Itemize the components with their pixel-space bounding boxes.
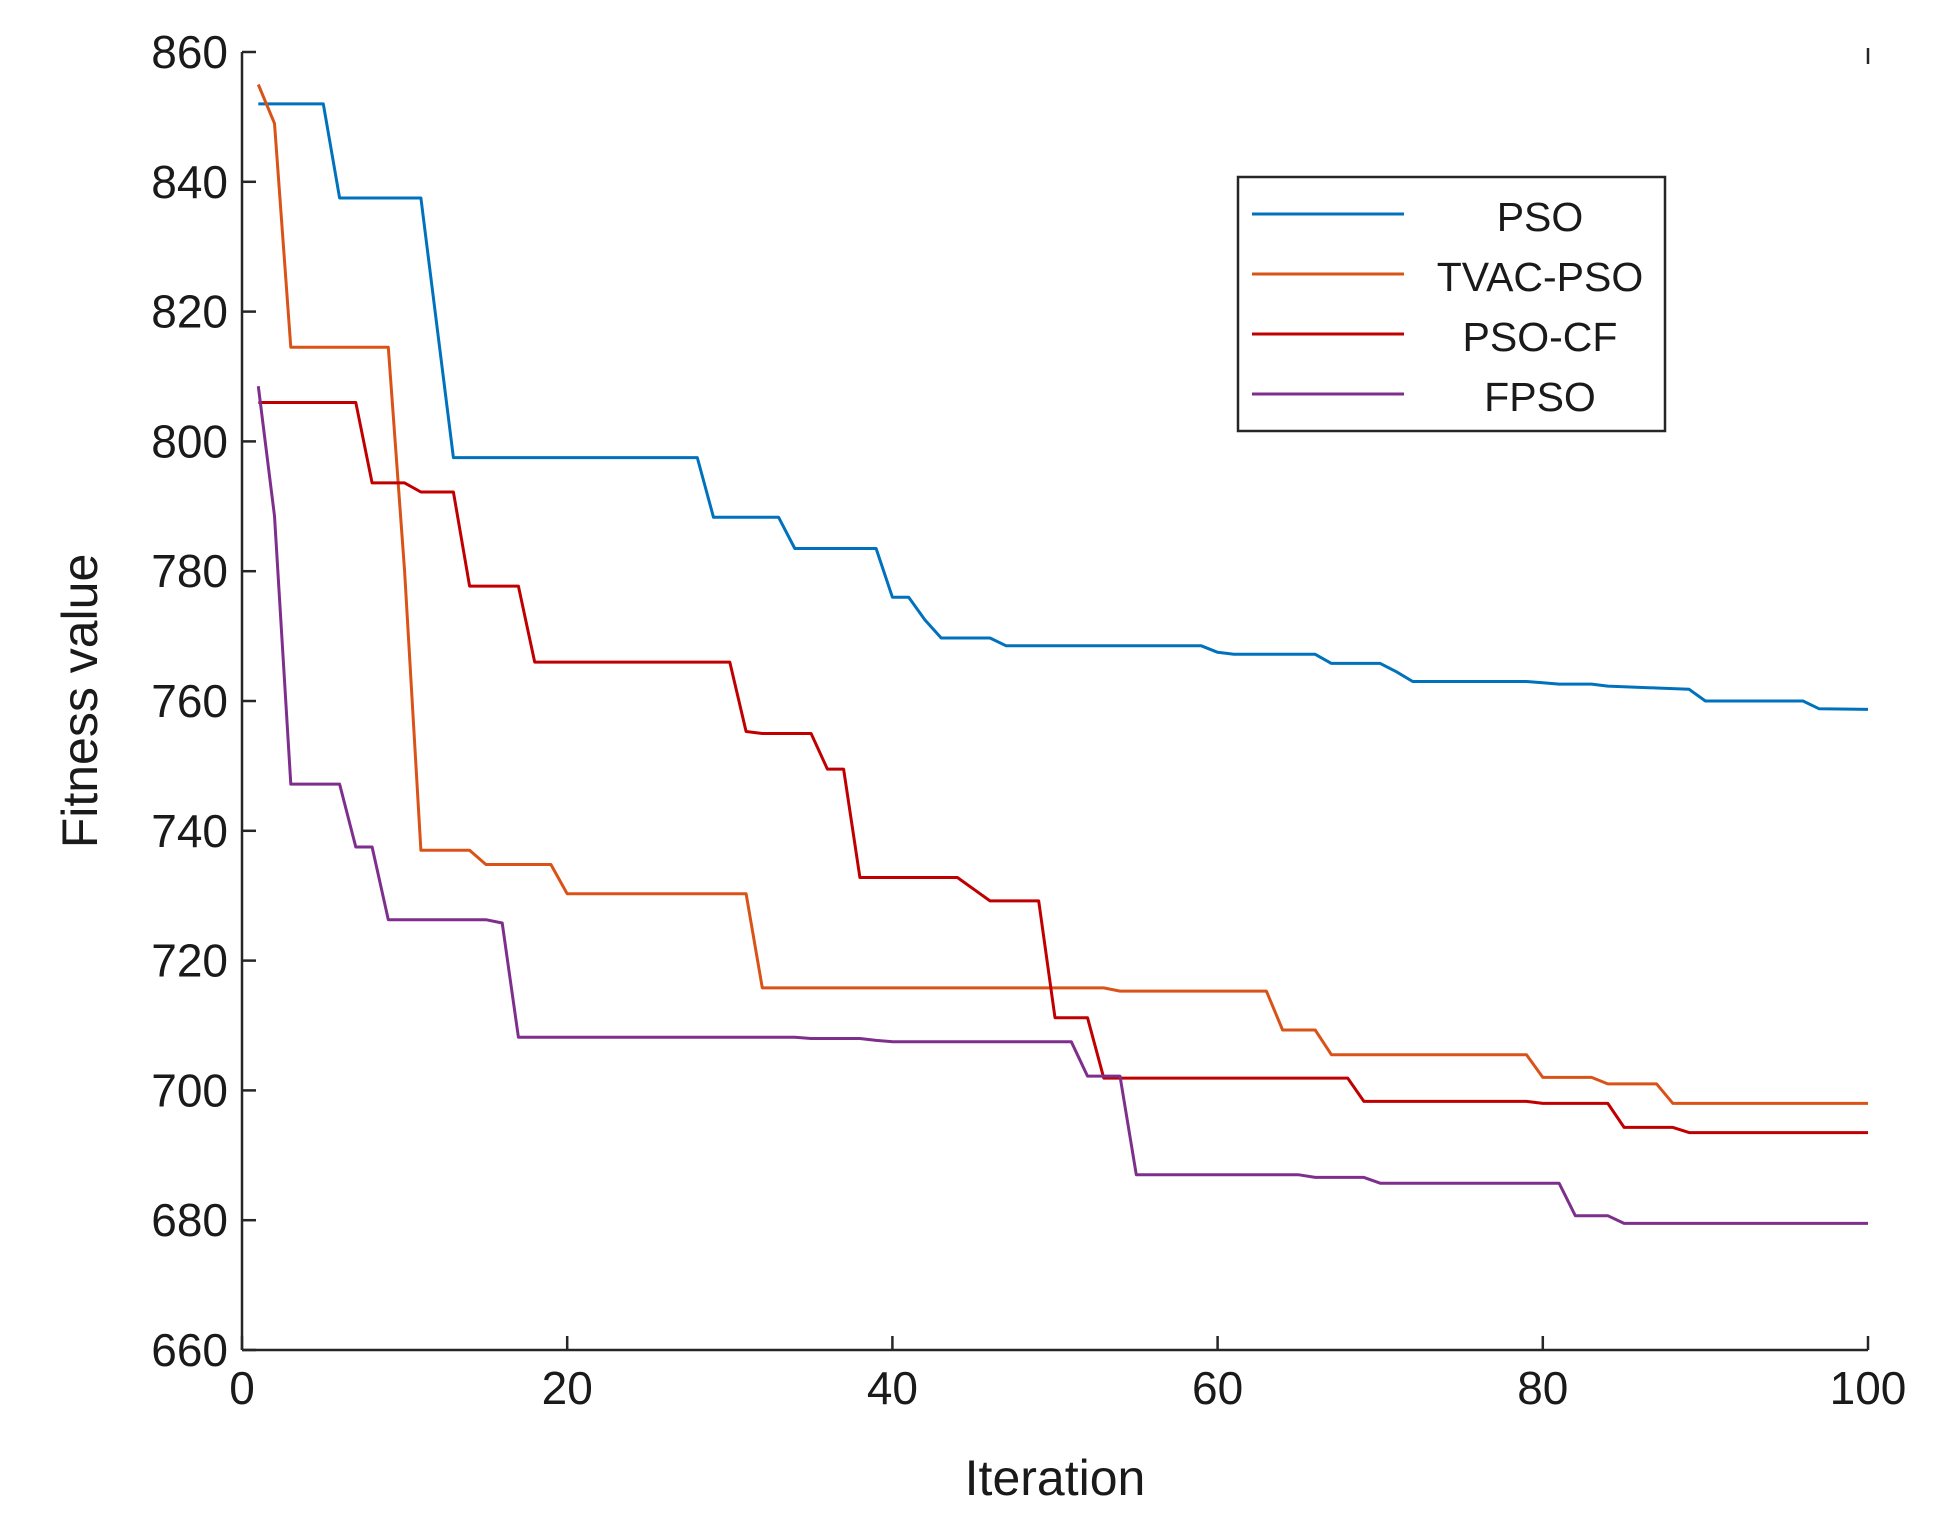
x-tick-label: 80 <box>1517 1362 1568 1414</box>
y-tick-label: 700 <box>151 1064 228 1116</box>
y-tick-label: 860 <box>151 26 228 78</box>
y-tick-label: 740 <box>151 805 228 857</box>
y-tick-label: 780 <box>151 545 228 597</box>
axes: 660 680 700 720 740 760 780 800 820 840 860 0 20 40 60… <box>52 26 1906 1506</box>
x-tick-label: 100 <box>1830 1362 1907 1414</box>
y-tick-label: 660 <box>151 1324 228 1376</box>
legend-label: FPSO <box>1484 374 1596 420</box>
legend-box <box>1236 175 1667 433</box>
y-tick-label: 800 <box>151 415 228 467</box>
x-tick-label: 40 <box>867 1362 918 1414</box>
legend-label: PSO <box>1497 194 1584 240</box>
series-line-pso-cf <box>258 401 1868 1135</box>
legend-label: PSO-CF <box>1463 314 1618 360</box>
series-lines <box>256 83 1869 1225</box>
legend: PSO TVAC-PSO PSO-CF FPSO <box>1236 175 1667 433</box>
x-tick-label: 20 <box>542 1362 593 1414</box>
y-tick-label: 680 <box>151 1194 228 1246</box>
y-axis-label: Fitness value <box>52 554 108 849</box>
legend-label: TVAC-PSO <box>1437 254 1644 300</box>
x-tick-label: 0 <box>229 1362 255 1414</box>
series-line-tvac-pso <box>256 83 1868 1105</box>
series-line-fpso <box>256 386 1868 1225</box>
x-axis-label: Iteration <box>965 1450 1146 1506</box>
x-tick-label: 60 <box>1192 1362 1243 1414</box>
y-tick-label: 720 <box>151 935 228 987</box>
y-tick-label: 760 <box>151 675 228 727</box>
y-tick-label: 820 <box>151 286 228 338</box>
y-tick-label: 840 <box>151 156 228 208</box>
series-line-pso <box>258 102 1869 711</box>
